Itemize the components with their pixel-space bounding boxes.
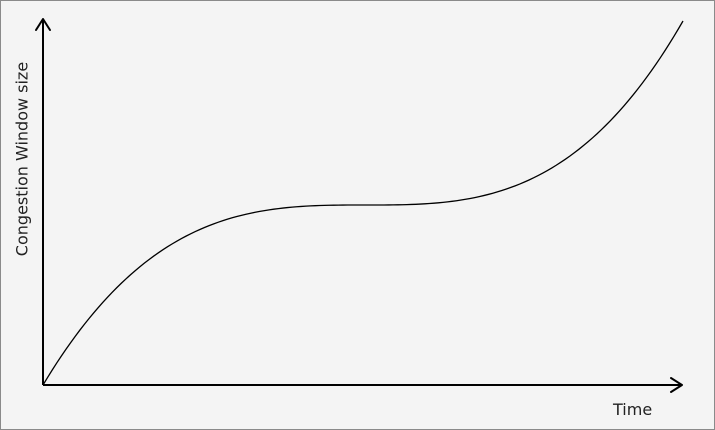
- x-axis-arrowhead: [670, 377, 683, 393]
- congestion-window-curve: [42, 20, 684, 386]
- x-axis-label: Time: [613, 400, 653, 419]
- y-axis-arrowhead: [35, 18, 51, 31]
- y-axis-label: Congestion Window size: [12, 61, 32, 257]
